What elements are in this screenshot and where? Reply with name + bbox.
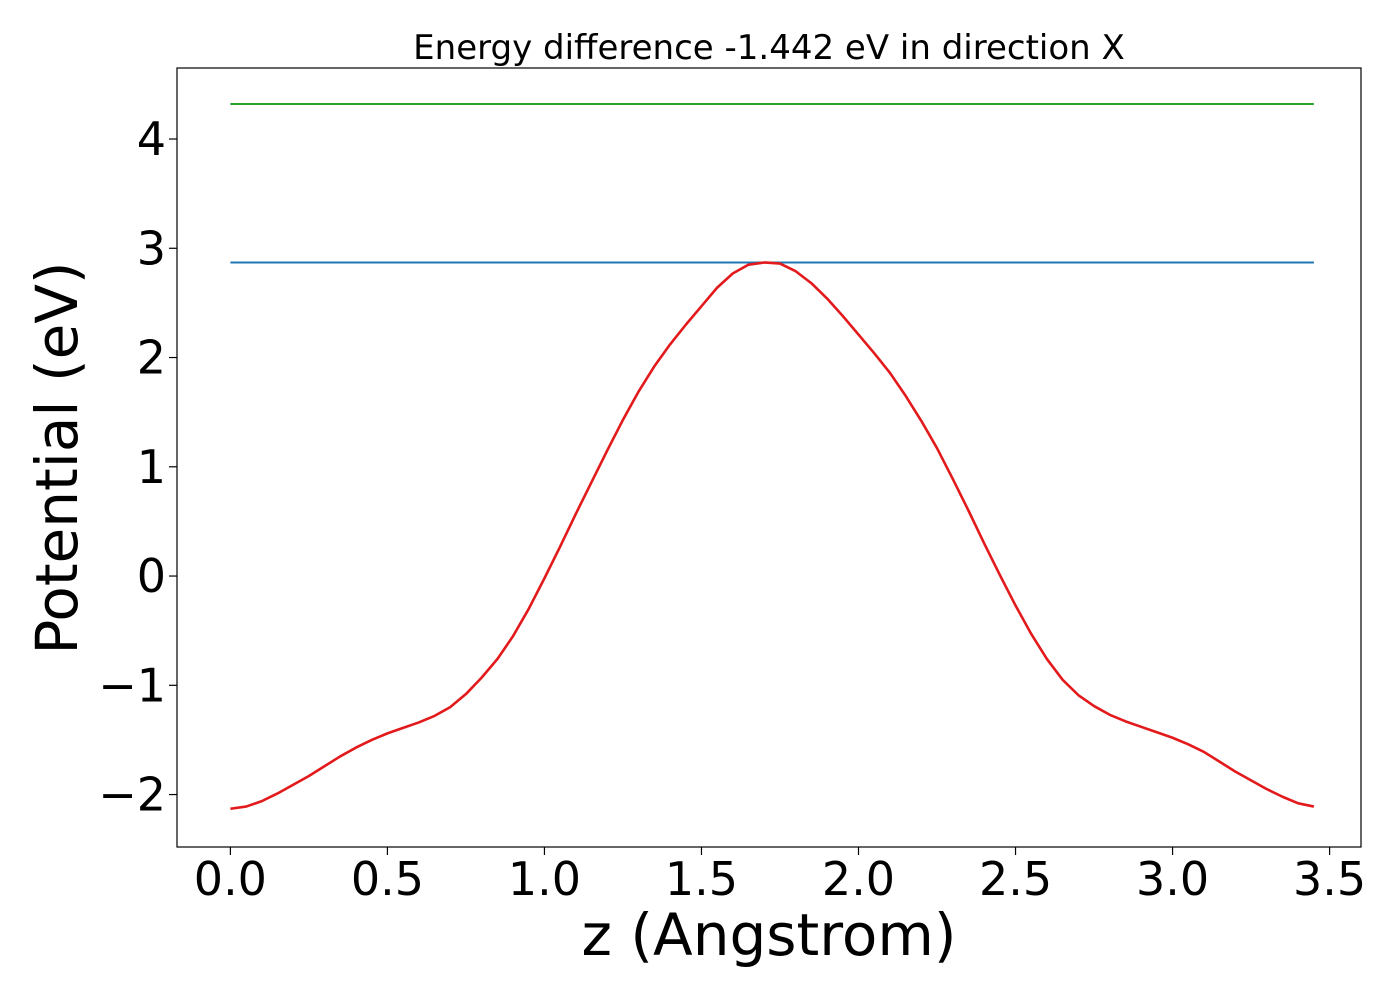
y-tick-label: 0 [137,549,166,603]
y-tick-label: 1 [137,440,166,494]
chart-title: Energy difference -1.442 eV in direction… [413,28,1125,68]
x-tick-label: 2.5 [979,852,1052,906]
x-tick-label: 3.0 [1136,852,1209,906]
y-tick-label: 3 [137,221,166,275]
x-tick-label: 1.5 [665,852,738,906]
x-tick-label: 2.0 [822,852,895,906]
y-tick-label: −2 [98,768,166,822]
x-tick-label: 1.0 [508,852,581,906]
plot-area [230,103,1315,811]
x-axis-label: z (Angstrom) [582,901,957,969]
y-tick-label: 4 [137,112,166,166]
x-tick-label: 0.5 [351,852,424,906]
x-tick-label: 3.5 [1293,852,1366,906]
y-tick-label: −1 [98,658,166,712]
y-tick-label: 2 [137,331,166,385]
axes: 0.0 0.5 1.0 1.5 2.0 2.5 3.0 3.5 −2 −1 0 1 2 3 4 [98,67,1366,906]
potential-curve [230,261,1315,811]
y-axis-label: Potential (eV) [23,261,91,654]
axes-frame [176,67,1362,848]
x-tick-label: 0.0 [194,852,267,906]
